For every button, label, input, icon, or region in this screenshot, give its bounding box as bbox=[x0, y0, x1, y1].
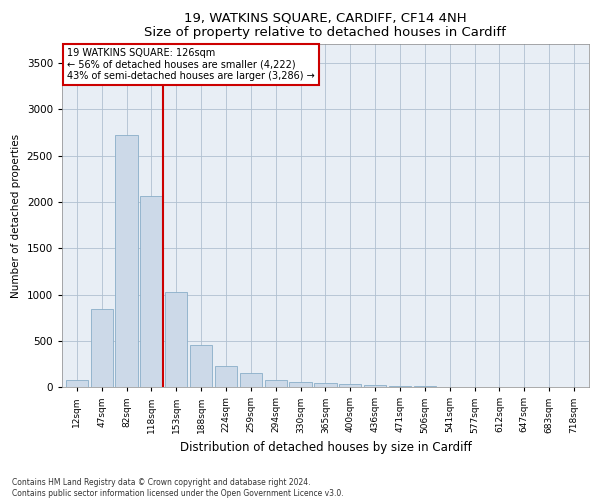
Bar bbox=[289, 382, 312, 387]
Bar bbox=[91, 310, 113, 387]
Bar bbox=[239, 374, 262, 387]
Bar bbox=[314, 383, 337, 387]
Bar bbox=[165, 292, 187, 387]
X-axis label: Distribution of detached houses by size in Cardiff: Distribution of detached houses by size … bbox=[179, 441, 471, 454]
Bar bbox=[413, 386, 436, 387]
Bar bbox=[265, 380, 287, 387]
Bar bbox=[339, 384, 361, 387]
Bar bbox=[215, 366, 237, 387]
Bar bbox=[140, 196, 163, 387]
Bar bbox=[190, 346, 212, 387]
Bar bbox=[65, 380, 88, 387]
Bar bbox=[364, 385, 386, 387]
Bar bbox=[389, 386, 411, 387]
Y-axis label: Number of detached properties: Number of detached properties bbox=[11, 134, 21, 298]
Text: Contains HM Land Registry data © Crown copyright and database right 2024.
Contai: Contains HM Land Registry data © Crown c… bbox=[12, 478, 344, 498]
Bar bbox=[115, 135, 138, 387]
Text: 19 WATKINS SQUARE: 126sqm
← 56% of detached houses are smaller (4,222)
43% of se: 19 WATKINS SQUARE: 126sqm ← 56% of detac… bbox=[67, 48, 315, 81]
Title: 19, WATKINS SQUARE, CARDIFF, CF14 4NH
Size of property relative to detached hous: 19, WATKINS SQUARE, CARDIFF, CF14 4NH Si… bbox=[145, 11, 506, 39]
